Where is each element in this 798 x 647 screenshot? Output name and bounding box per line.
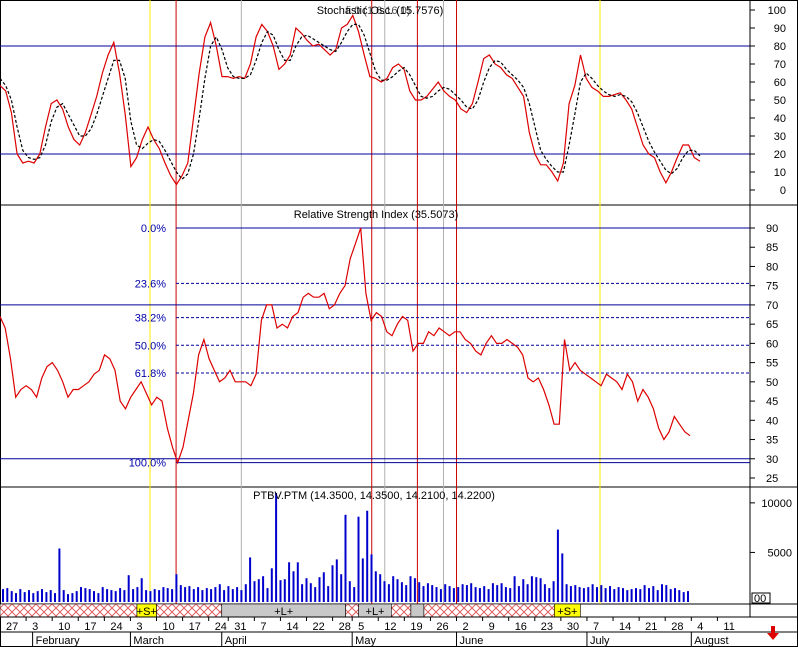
y-tick-label: 10000 (761, 498, 792, 510)
month-label: March (133, 635, 164, 647)
y-tick-label: 10 (774, 167, 786, 179)
fib-level-label: 61.8% (135, 368, 166, 380)
day-label: 9 (489, 621, 495, 633)
day-label: 7 (260, 621, 266, 633)
day-label: 11 (723, 621, 734, 633)
y-tick-label: 70 (766, 300, 778, 312)
day-label: 4 (697, 621, 703, 633)
y-tick-label: 5000 (768, 547, 792, 559)
y-tick-label: 40 (766, 415, 778, 427)
down-arrow-icon[interactable] (764, 624, 782, 642)
y-tick-label: 100 (768, 5, 786, 17)
y-tick-label: 90 (774, 23, 786, 35)
day-label: 10 (58, 621, 70, 633)
signal-segment-label: +S+ (137, 606, 157, 618)
signal-segment (345, 603, 359, 618)
rsi-panel: 25 30 35 40 45 50 55 60 65 70 75 80 85 90 0.0% 23.6% 38.… (0, 209, 778, 485)
day-label: 7 (593, 621, 599, 633)
y-tick-label: 50 (774, 95, 786, 107)
time-axis: 27 3 10 17 24 3 10 17 24 31 7 14 22 28 5 12 19 26 2 9 16 23 30… (0, 616, 798, 647)
fib-level-label: 38.2% (135, 313, 166, 325)
day-label: 26 (436, 621, 448, 633)
y-tick-label: 25 (766, 473, 778, 485)
day-label: 14 (286, 621, 298, 633)
day-label: 23 (541, 621, 553, 633)
day-label: 3 (32, 621, 38, 633)
y-tick-label: 60 (774, 77, 786, 89)
fib-level-label: 50.0% (135, 340, 166, 352)
volume-title: PTBV.PTM (14.3500, 14.3500, 14.2100, 14.… (253, 490, 495, 502)
y-tick-label: 65 (766, 319, 778, 331)
y-tick-label: 60 (766, 338, 778, 350)
signal-segment-label: +L+ (274, 606, 293, 618)
fib-level-label: 23.6% (135, 278, 166, 290)
stoch-d-line (0, 23, 701, 181)
y-tick-label: 80 (774, 41, 786, 53)
day-label: 12 (384, 621, 396, 633)
y-tick-label: 0 (780, 185, 786, 197)
day-label: 24 (110, 621, 122, 633)
y-tick-label: 55 (766, 358, 778, 370)
day-label: 31 (234, 621, 246, 633)
volume-panel: 5000 10000 PTBV.PTM (14.3500, 14.3500, 14.… (2, 490, 792, 602)
fib-level-label: 0.0% (141, 223, 166, 235)
stoch-title: Stochastic Osc. (15.7576) (317, 5, 444, 17)
rsi-line (0, 227, 691, 465)
y-tick-label: 90 (766, 223, 778, 235)
signal-segment (156, 603, 223, 618)
stoch-overlay-text: fi 0 (1 6.16 0) (346, 5, 411, 17)
y-tick-label: 45 (766, 396, 778, 408)
day-label: 10 (163, 621, 175, 633)
y-tick-label: 70 (774, 59, 786, 71)
day-label: 21 (645, 621, 657, 633)
month-label: August (694, 635, 728, 647)
day-label: 27 (6, 621, 18, 633)
signal-segment-label: +L+ (366, 606, 385, 618)
day-label: 2 (463, 621, 469, 633)
day-label: 3 (136, 621, 142, 633)
y-tick-label: 85 (766, 242, 778, 254)
month-label: February (36, 635, 81, 647)
y-tick-label: 35 (766, 435, 778, 447)
y-tick-label: 40 (774, 113, 786, 125)
month-label: May (355, 635, 376, 647)
y-tick-label: 30 (774, 131, 786, 143)
day-label: 24 (215, 621, 227, 633)
month-label: April (225, 635, 247, 647)
day-label: 17 (189, 621, 201, 633)
rsi-title: Relative Strength Index (35.5073) (294, 209, 459, 221)
signal-segment-label: +S+ (557, 606, 577, 618)
y-tick-label: 50 (766, 377, 778, 389)
signal-segment (0, 603, 138, 618)
day-label: 19 (410, 621, 422, 633)
day-label: 22 (313, 621, 325, 633)
marker-label: 00 (754, 593, 766, 605)
month-label: July (590, 635, 610, 647)
y-tick-label: 20 (774, 149, 786, 161)
y-tick-label: 75 (766, 281, 778, 293)
vertical-signal-lines (149, 0, 601, 604)
day-label: 28 (671, 621, 683, 633)
stoch-k-line (0, 14, 701, 186)
day-label: 5 (358, 621, 364, 633)
signal-segment (410, 603, 425, 618)
day-label: 28 (339, 621, 351, 633)
month-label: June (460, 635, 484, 647)
day-label: 16 (515, 621, 527, 633)
marker-box (751, 592, 771, 604)
fib-level-label: 100.0% (129, 458, 167, 470)
day-label: 17 (84, 621, 96, 633)
y-tick-label: 80 (766, 261, 778, 273)
y-tick-label: 30 (766, 454, 778, 466)
signal-segment (423, 603, 555, 618)
day-label: 14 (619, 621, 631, 633)
stochastic-panel: 0 10 20 30 40 50 60 70 80 90 100 Stochastic Osc. (1… (0, 5, 786, 197)
day-label: 30 (567, 621, 579, 633)
signal-segment (391, 603, 412, 618)
